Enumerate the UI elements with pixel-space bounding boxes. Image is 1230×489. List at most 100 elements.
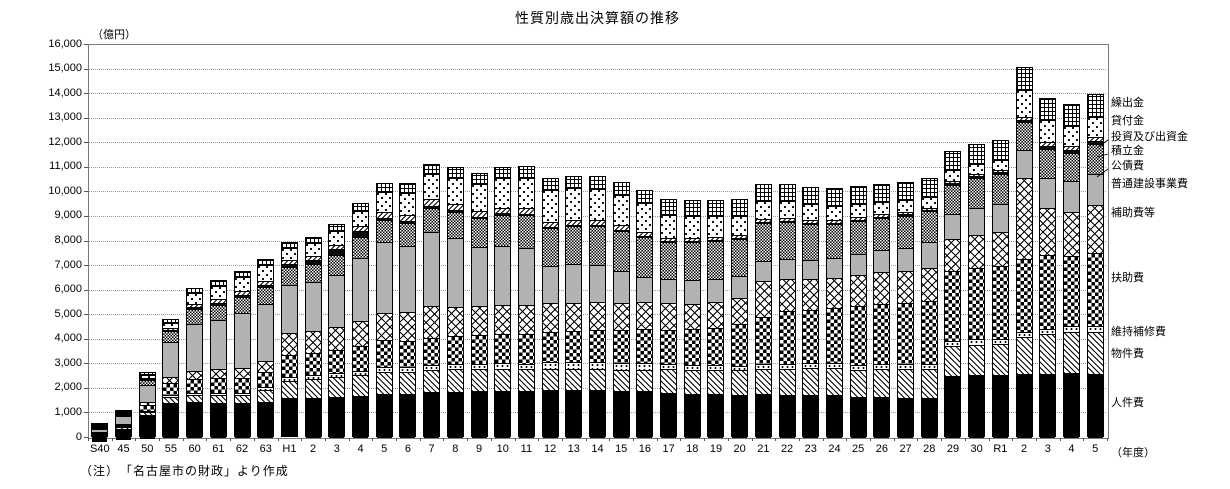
x-tick-mark bbox=[277, 438, 279, 441]
bar-segment-diamonds bbox=[590, 188, 605, 221]
bar-segment-diamonds bbox=[400, 192, 416, 215]
bar-segment-cross bbox=[826, 278, 842, 308]
x-tick-mark bbox=[775, 438, 777, 441]
bar-segment-checker bbox=[613, 330, 629, 364]
stacked-bar bbox=[707, 200, 725, 438]
bar-segment-cross bbox=[850, 275, 866, 306]
bar-segment-dots bbox=[708, 365, 724, 370]
bar-segment-diag2 bbox=[92, 426, 108, 427]
bar-segment-solid2 bbox=[329, 249, 345, 256]
bar-segment-diag bbox=[874, 369, 890, 398]
bar-segment-dots bbox=[945, 340, 961, 347]
x-category-label: 25 bbox=[852, 443, 865, 455]
bar-segment-checker bbox=[921, 301, 937, 364]
bar-segment-solid2 bbox=[447, 210, 463, 213]
bar-segment-diag2 bbox=[281, 259, 297, 265]
bar-segment-solid bbox=[258, 402, 274, 439]
bar-segment-solid bbox=[1040, 373, 1056, 439]
bar-segment-gray bbox=[187, 323, 203, 371]
bar-segment-dots bbox=[447, 364, 463, 370]
bar-segment-solid bbox=[353, 395, 369, 439]
bar-segment-grid bbox=[826, 189, 842, 206]
bar-segment-checker bbox=[542, 332, 558, 362]
bar-segment-diag bbox=[566, 369, 582, 390]
bar-segment-solid bbox=[755, 394, 771, 439]
x-tick-mark bbox=[1035, 438, 1037, 441]
bar-segment-gray bbox=[566, 263, 582, 304]
bar-segment-diag bbox=[495, 368, 511, 391]
bar-segment-diag2 bbox=[1087, 137, 1103, 142]
bar-segment-checker bbox=[139, 404, 155, 411]
bar-segment-diag2 bbox=[969, 173, 985, 177]
bar-segment-diag2 bbox=[305, 255, 321, 261]
bar-segment-solid bbox=[1016, 374, 1032, 439]
bar-segment-diag bbox=[376, 372, 392, 395]
x-tick-mark bbox=[727, 438, 729, 441]
x-category-label: 12 bbox=[543, 443, 557, 455]
bar-segment-checker bbox=[1063, 256, 1079, 326]
bar-segment-solid2 bbox=[495, 213, 511, 215]
y-tick-label: 4,000 bbox=[54, 332, 82, 345]
x-tick-mark bbox=[372, 438, 374, 441]
bar-segment-solid2 bbox=[803, 222, 819, 225]
gridline bbox=[89, 68, 1106, 70]
bar-segment-checker-fine bbox=[637, 236, 653, 278]
bar-segment-diag bbox=[755, 368, 771, 395]
legend-item: 扶助費 bbox=[1111, 272, 1144, 284]
bar-segment-gray bbox=[163, 341, 179, 378]
x-category-label: 3 bbox=[1044, 443, 1051, 455]
bar-segment-checker bbox=[447, 336, 463, 365]
bar-segment-solid bbox=[898, 398, 914, 439]
bar-segment-checker bbox=[661, 329, 677, 365]
x-category-label: 45 bbox=[117, 443, 130, 455]
bar-segment-gray bbox=[779, 259, 795, 279]
bar-segment-diamonds bbox=[921, 196, 937, 208]
bar-segment-diamonds bbox=[353, 210, 369, 226]
bar-segment-diamonds bbox=[281, 247, 297, 260]
bar-segment-dots bbox=[1063, 326, 1079, 333]
bar-segment-checker-fine bbox=[281, 267, 297, 286]
bar-segment-diag bbox=[542, 368, 558, 390]
bar-segment-diag2 bbox=[1016, 117, 1032, 120]
bar-segment-dots bbox=[281, 376, 297, 381]
bar-segment-diag bbox=[684, 369, 700, 394]
bar-segment-gray bbox=[684, 280, 700, 304]
bar-segment-diag2 bbox=[376, 211, 392, 218]
y-tick-label: 6,000 bbox=[54, 283, 82, 296]
bar-segment-grid bbox=[898, 183, 914, 201]
bar-segment-diag2 bbox=[400, 214, 416, 221]
bar-segment-diamonds bbox=[258, 265, 274, 281]
bar-segment-diamonds bbox=[874, 202, 890, 215]
bar-segment-checker-fine bbox=[969, 178, 985, 208]
bar-segment-diamonds bbox=[1040, 119, 1056, 142]
bar-segment-solid bbox=[945, 376, 961, 439]
bar-segment-solid bbox=[969, 375, 985, 438]
bar-segment-diamonds bbox=[684, 216, 700, 239]
bar-segment-gray bbox=[542, 266, 558, 303]
bar-segment-diamonds bbox=[637, 202, 653, 233]
x-tick-mark bbox=[1059, 438, 1061, 441]
bar-segment-checker bbox=[708, 328, 724, 366]
bar-segment-diag bbox=[139, 411, 155, 416]
x-axis-unit-label: （年度） bbox=[1111, 447, 1155, 459]
bar-segment-diag bbox=[779, 368, 795, 395]
stacked-bar bbox=[115, 410, 133, 440]
bar-segment-grid bbox=[210, 281, 226, 286]
x-tick-mark bbox=[633, 438, 635, 441]
bar-segment-gray bbox=[447, 237, 463, 307]
bar-segment-dots bbox=[234, 392, 250, 395]
bar-segment-grid bbox=[305, 238, 321, 244]
bar-segment-diag bbox=[803, 367, 819, 395]
bar-segment-diag bbox=[661, 369, 677, 393]
bar-segment-grid bbox=[779, 185, 795, 202]
bar-segment-checker-fine bbox=[826, 224, 842, 259]
bar-segment-cross bbox=[898, 271, 914, 304]
bar-segment-diamonds bbox=[424, 174, 440, 199]
bar-segment-dots bbox=[471, 364, 487, 370]
x-category-label: 27 bbox=[899, 443, 912, 455]
bar-segment-solid bbox=[661, 393, 677, 438]
bar-segment-cross bbox=[163, 377, 179, 384]
bar-segment-gray bbox=[471, 246, 487, 306]
bar-segment-diamonds bbox=[163, 322, 179, 328]
x-category-label: 2 bbox=[1020, 443, 1028, 455]
